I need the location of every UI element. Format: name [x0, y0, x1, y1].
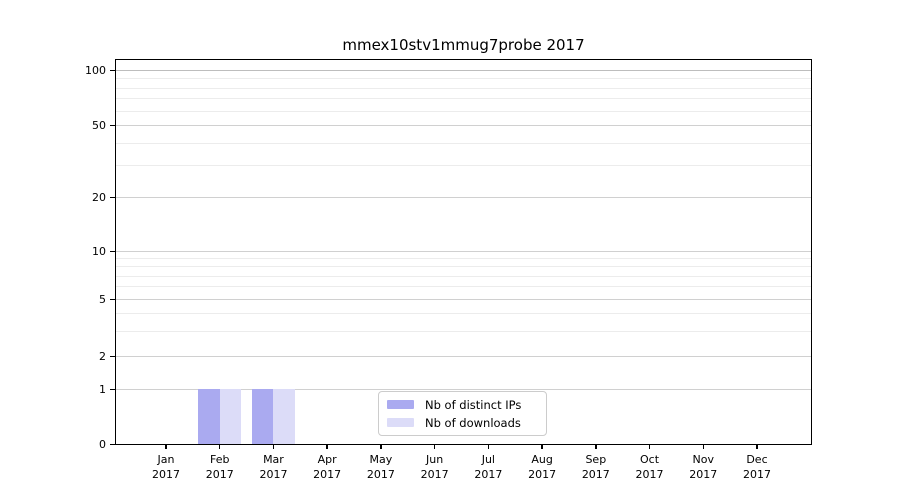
legend-label: Nb of downloads	[425, 415, 521, 430]
y-axis-tick	[110, 444, 115, 446]
x-axis-tick-label: Jan 2017	[152, 453, 180, 481]
x-axis-tick-label: Apr 2017	[313, 453, 342, 481]
chart-legend: Nb of distinct IPs Nb of downloads	[378, 391, 547, 436]
major-gridline	[116, 356, 811, 357]
x-axis-tick	[326, 444, 328, 449]
y-axis-tick	[110, 251, 115, 253]
major-gridline	[116, 389, 811, 390]
y-axis-tick	[110, 125, 115, 127]
legend-swatch	[387, 400, 414, 409]
legend-swatch	[387, 418, 414, 427]
x-axis-tick	[380, 444, 382, 449]
minor-gridline	[116, 266, 811, 268]
y-axis-tick	[110, 197, 115, 199]
y-axis-tick-label: 100	[85, 63, 106, 77]
x-axis-tick	[595, 444, 597, 449]
y-axis-tick-label: 0	[99, 437, 106, 451]
x-axis-tick-label: Mar 2017	[259, 453, 288, 481]
bar-distinct-ips	[198, 389, 220, 444]
y-axis-tick	[110, 356, 115, 358]
bar-downloads	[219, 389, 242, 444]
x-axis-tick	[272, 444, 275, 449]
x-axis-tick	[487, 444, 490, 449]
major-gridline	[116, 197, 811, 198]
x-axis-tick-label: Aug 2017	[528, 453, 557, 481]
minor-gridline	[116, 142, 811, 144]
x-axis-tick	[433, 444, 436, 449]
y-axis-tick	[110, 70, 115, 72]
y-axis-tick-label: 2	[99, 349, 106, 363]
y-axis-tick-label: 50	[92, 118, 106, 132]
legend-item: Nb of distinct IPs	[387, 398, 536, 412]
x-axis-tick-label: Nov 2017	[689, 453, 718, 481]
y-axis-tick-label: 1	[99, 382, 106, 396]
plot-border	[115, 59, 812, 445]
y-axis-tick-label: 20	[92, 190, 106, 204]
major-gridline	[116, 125, 811, 126]
x-axis-tick-label: Jul 2017	[474, 453, 503, 481]
x-axis-tick	[756, 444, 758, 449]
y-axis-tick	[110, 299, 115, 301]
bar-downloads	[273, 389, 295, 444]
legend-item: Nb of downloads	[387, 416, 536, 430]
x-axis-tick-label: Feb 2017	[205, 453, 234, 481]
major-gridline	[116, 70, 811, 71]
minor-gridline	[116, 110, 811, 112]
x-axis-tick	[702, 444, 704, 449]
x-axis-tick	[219, 444, 221, 449]
x-axis-tick-label: May 2017	[366, 453, 395, 481]
y-axis-tick-label: 5	[99, 292, 106, 306]
minor-gridline	[116, 165, 811, 167]
major-gridline	[116, 299, 811, 300]
legend-label: Nb of distinct IPs	[425, 397, 522, 412]
minor-gridline	[116, 98, 811, 100]
x-axis-tick	[165, 444, 167, 449]
x-axis-tick	[541, 444, 543, 449]
x-axis-tick-label: Dec 2017	[742, 453, 771, 481]
y-axis-tick	[110, 389, 115, 391]
minor-gridline	[116, 330, 811, 332]
minor-gridline	[116, 275, 811, 277]
bar-distinct-ips	[251, 389, 274, 444]
chart-title: mmex10stv1mmug7probe 2017	[342, 36, 585, 54]
major-gridline	[116, 251, 811, 252]
x-axis-tick-label: Oct 2017	[635, 453, 664, 481]
minor-gridline	[116, 78, 811, 80]
x-axis-tick-label: Sep 2017	[581, 453, 610, 481]
minor-gridline	[116, 312, 811, 314]
x-axis-tick	[648, 444, 651, 449]
x-axis-tick-label: Jun 2017	[420, 453, 449, 481]
minor-gridline	[116, 87, 811, 89]
y-axis-tick-label: 10	[92, 244, 106, 258]
minor-gridline	[116, 286, 811, 288]
minor-gridline	[116, 258, 811, 260]
